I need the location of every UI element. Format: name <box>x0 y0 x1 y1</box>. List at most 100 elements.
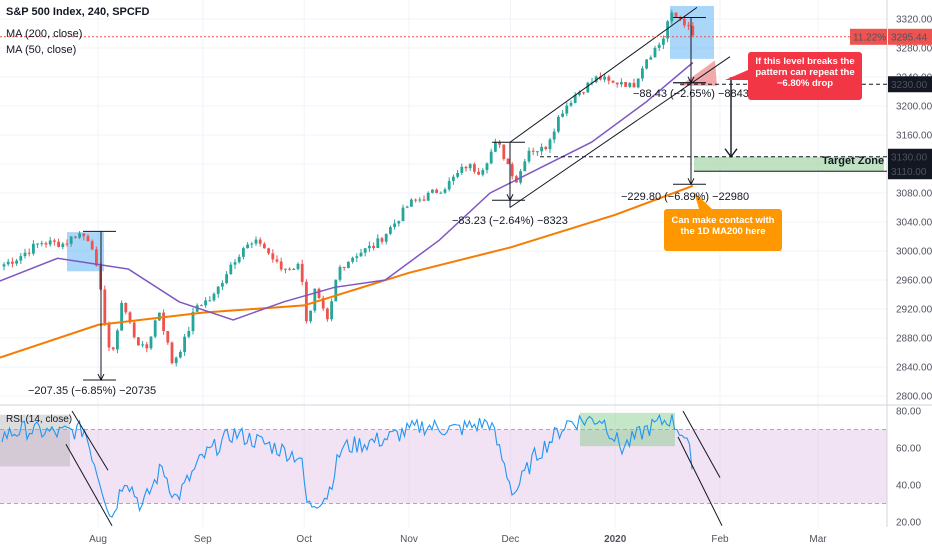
candle-body <box>78 233 81 238</box>
candle-body <box>305 281 308 322</box>
candle-body <box>561 113 564 117</box>
candle-body <box>447 180 451 190</box>
candle-body <box>557 116 560 132</box>
candle-body <box>422 199 426 201</box>
price-tick-label: 2880.00 <box>896 334 932 345</box>
projection-arrowhead <box>724 148 738 158</box>
candle-body <box>334 279 338 302</box>
ma50-legend[interactable]: MA (50, close) <box>6 44 77 56</box>
candle-body <box>389 227 392 234</box>
candle-body <box>372 245 375 248</box>
candle-body <box>578 92 581 95</box>
candle-body <box>124 302 128 313</box>
measure-jan-big-arrowhead <box>687 178 695 186</box>
candle-body <box>183 336 186 352</box>
candle-body <box>552 131 556 140</box>
candle-body <box>351 257 354 262</box>
measure-dec-label: −83.23 (−2.64%) −8323 <box>452 215 568 227</box>
red-callout: If this level breaks the pattern can rep… <box>748 52 862 100</box>
candle-body <box>611 80 615 83</box>
candle-body <box>317 288 321 299</box>
candle-body <box>691 25 695 36</box>
time-tick-label: Dec <box>502 534 520 545</box>
candle-body <box>384 233 388 242</box>
red-callout-pointer <box>725 70 748 80</box>
candle-body <box>477 171 480 175</box>
candle-body <box>485 163 489 171</box>
price-tick-label: 3080.00 <box>896 189 932 200</box>
candle-body <box>674 12 678 17</box>
candle-body <box>502 144 506 159</box>
candle-body <box>414 199 417 201</box>
rsi-trend-jan-upper <box>682 410 721 478</box>
current-pct-tag-bg <box>850 28 887 45</box>
candle-body <box>615 82 619 85</box>
candle-body <box>573 94 577 104</box>
candle-body <box>237 256 241 263</box>
candle-body <box>536 151 539 153</box>
candle-body <box>90 241 94 250</box>
current-pct-tag: 11.22% <box>853 32 886 43</box>
candle-body <box>519 171 522 183</box>
candle-body <box>296 263 300 270</box>
rsi-trend-july-lower <box>65 444 113 526</box>
candle-body <box>540 146 543 152</box>
ma200-legend[interactable]: MA (200, close) <box>6 28 83 40</box>
candle-body <box>586 82 590 93</box>
channel-lower <box>509 56 731 208</box>
candle-body <box>410 199 413 207</box>
candle-body <box>208 300 212 302</box>
candle-body <box>641 68 644 79</box>
candle-body <box>95 249 98 266</box>
rsi-legend[interactable]: RSI (14, close) <box>6 414 73 425</box>
chart-title: S&P 500 Index, 240, SPCFD <box>6 6 150 18</box>
candle-body <box>321 298 325 309</box>
price-tick-label: 3280.00 <box>896 44 932 55</box>
ma50-line <box>0 61 694 321</box>
level-3110-tag: 3110.00 <box>891 167 927 178</box>
candle-body <box>452 176 455 181</box>
candle-body <box>405 206 409 208</box>
candle-body <box>355 256 359 258</box>
candle-body <box>380 238 384 242</box>
candle-body <box>439 192 443 194</box>
candle-body <box>19 256 23 261</box>
price-tick-label: 3160.00 <box>896 131 932 142</box>
candle-body <box>200 305 203 307</box>
candle-body <box>86 236 90 242</box>
candle-body <box>225 274 228 284</box>
candle-body <box>242 248 245 257</box>
candle-body <box>116 330 119 350</box>
candle-body <box>179 351 182 358</box>
candle-body <box>435 189 438 193</box>
candle-body <box>338 266 342 280</box>
level-3230-tag-bg <box>888 76 932 93</box>
candle-body <box>569 103 573 106</box>
current-price-tag: 3295.44 <box>891 32 928 43</box>
candle-body <box>2 264 6 267</box>
price-tick-label: 3040.00 <box>896 218 932 229</box>
candle-body <box>300 263 304 282</box>
candle-body <box>464 166 468 169</box>
current-price-tag-bg <box>888 28 932 45</box>
candle-body <box>254 239 258 244</box>
candle-body <box>548 139 552 150</box>
candle-body <box>53 240 56 242</box>
rsi-line <box>1 413 693 518</box>
candle-body <box>565 105 569 114</box>
candle-body <box>594 76 598 83</box>
candle-body <box>57 241 60 248</box>
candle-body <box>359 252 363 257</box>
candle-body <box>141 344 144 346</box>
candle-body <box>393 223 396 228</box>
candle-body <box>229 264 233 275</box>
candle-body <box>149 336 153 349</box>
target-zone-box <box>694 156 884 172</box>
measure-dec-arrowhead <box>506 194 514 202</box>
candle-body <box>649 57 653 60</box>
candle-body <box>657 44 661 48</box>
candle-body <box>246 244 249 249</box>
candle-body <box>187 330 191 337</box>
candle-body <box>11 261 14 264</box>
candle-body <box>162 312 165 332</box>
